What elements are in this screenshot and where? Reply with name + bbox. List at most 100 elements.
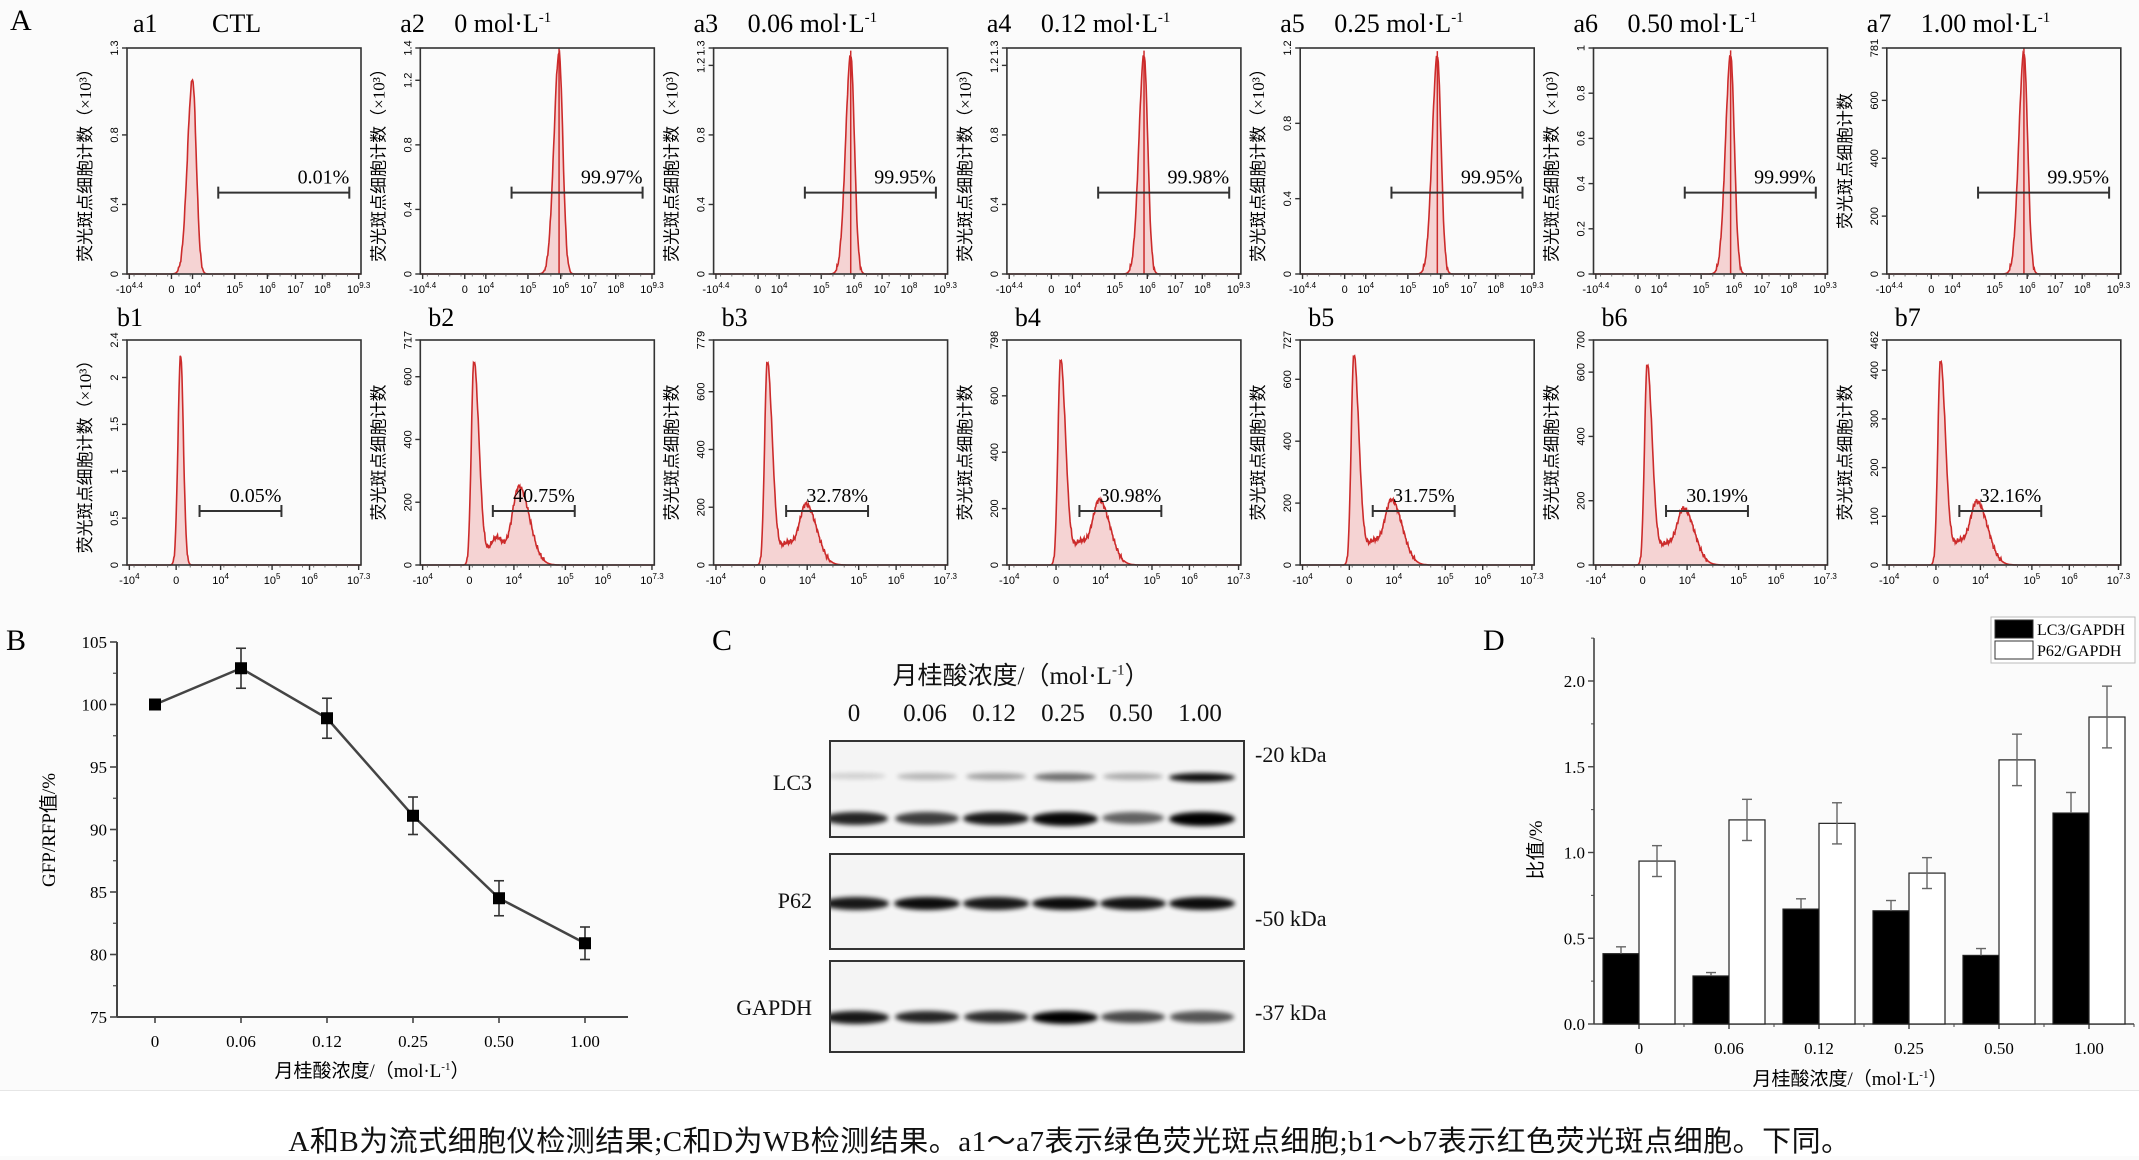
y-tick-label: 85: [90, 883, 107, 902]
gate-percentage: 99.95%: [1461, 167, 1523, 189]
y-tick-label: 700: [1576, 331, 1588, 349]
x-tick-label: 109.3: [347, 281, 371, 296]
lane-label: 1.00: [1178, 700, 1222, 727]
x-tick-label: 0: [1635, 284, 1641, 296]
flow-panel-a7: a7 1.00 mol·L-10200400600781荧光斑点细胞计数-104.…: [1836, 9, 2131, 296]
x-tick-label: 106: [2061, 572, 2078, 587]
y-tick-label: 0: [402, 562, 414, 568]
y-tick-label: 80: [90, 946, 107, 965]
x-tick-label: 1.00: [570, 1032, 600, 1051]
x-tick-exponent: 7.3: [653, 572, 665, 581]
x-tick-label: 104: [1651, 281, 1668, 296]
y-axis-label: 荧光斑点细胞计数（×10³）: [1249, 60, 1268, 262]
x-tick-exponent: 8: [1206, 281, 1211, 290]
x-tick-exponent: 4: [518, 572, 523, 581]
band: [1169, 811, 1235, 826]
x-tick-label: 0: [173, 575, 179, 587]
x-tick-base: 10: [1754, 284, 1766, 296]
y-tick-label: 1.5: [109, 417, 121, 432]
x-tick-base: 10: [580, 284, 592, 296]
x-tick-label: 107.3: [1227, 572, 1251, 587]
blot-title: 月桂酸浓度/（mol·L-1）: [893, 656, 1150, 692]
bar-p62-gapdh: [1728, 819, 1766, 1025]
x-tick-base: 0: [462, 284, 468, 296]
y-tick-label: 0: [989, 562, 1001, 568]
x-tick-base: -10: [702, 284, 718, 296]
x-tick-base: 0: [1346, 575, 1352, 587]
band: [963, 811, 1029, 826]
x-tick-base: 10: [226, 284, 238, 296]
data-point: [235, 662, 247, 675]
band: [963, 1011, 1029, 1024]
condition-unit-sup: -1: [1158, 10, 1171, 26]
y-tick-label: 1: [109, 468, 121, 474]
x-tick-label: 0: [1635, 1039, 1644, 1058]
x-tick-exponent: 9.3: [1532, 281, 1544, 290]
flow-panel-a4: a4 0.12 mol·L-100.40.81.21.3荧光斑点细胞计数（×10³…: [956, 9, 1251, 296]
x-tick-exponent: 8: [326, 281, 331, 290]
x-tick-exponent: 5: [863, 572, 868, 581]
x-tick-exponent: 6: [565, 281, 570, 290]
x-tick-exponent: 4: [428, 572, 433, 581]
x-tick-label: 105: [2024, 572, 2041, 587]
x-tick-label: -104.4: [409, 281, 437, 296]
x-tick-base: 10: [1781, 284, 1793, 296]
y-tick-label: 0: [989, 271, 1001, 277]
x-tick-exponent: 4.4: [425, 281, 437, 290]
x-tick-base: 10: [301, 575, 313, 587]
x-tick-base: 10: [2061, 575, 2073, 587]
x-tick-label: 106: [552, 281, 569, 296]
x-tick-label: 105: [1986, 281, 2003, 296]
x-tick-label: 0: [168, 284, 174, 296]
gate-percentage: 0.05%: [230, 485, 282, 507]
y-tick-label: 300: [1869, 410, 1881, 428]
data-line: [154, 666, 586, 945]
y-tick-label: 600: [402, 368, 414, 386]
x-tick-base: 0: [1933, 575, 1939, 587]
condition-label: 0 mol·L-1: [454, 9, 551, 38]
legend-label: LC3/GAPDH: [2037, 622, 2125, 639]
gate-percentage: 40.75%: [513, 485, 575, 507]
x-tick-exponent: 4: [1104, 572, 1109, 581]
gate-percentage: 32.78%: [806, 485, 868, 507]
histogram-line: [420, 360, 655, 566]
x-tick-exponent: 7.3: [1532, 572, 1544, 581]
x-tick-exponent: 6: [607, 572, 612, 581]
panel-id: b3: [722, 303, 748, 332]
y-tick-label: 779: [696, 331, 708, 349]
x-tick-base: 10: [934, 284, 946, 296]
x-tick-label: 108: [314, 281, 331, 296]
x-tick-label: 104: [1972, 572, 1989, 587]
x-tick-label: -104: [999, 572, 1020, 587]
x-tick-exponent: 6: [1151, 281, 1156, 290]
x-tick-label: -104.4: [1289, 281, 1317, 296]
x-tick-label: 108: [901, 281, 918, 296]
band: [1032, 811, 1098, 826]
x-tick-exponent: 7.3: [946, 572, 958, 581]
y-axis-label: 荧光斑点细胞计数: [1543, 385, 1562, 521]
band: [1169, 772, 1235, 783]
x-tick-label: 105: [850, 572, 867, 587]
band: [895, 811, 959, 825]
x-tick-base: 10: [506, 575, 518, 587]
histogram-line: [713, 361, 948, 566]
x-tick-label: -104.4: [996, 281, 1024, 296]
condition-label: 0.50 mol·L-1: [1628, 9, 1758, 38]
plot-frame: [419, 47, 656, 275]
x-tick-base: 10: [934, 575, 946, 587]
x-tick-base: 10: [2107, 575, 2119, 587]
condition-label: 1.00 mol·L-1: [1921, 9, 2051, 38]
y-tick-label: 200: [1576, 492, 1588, 510]
condition-label: 0.25 mol·L-1: [1334, 9, 1464, 38]
x-tick-base: -10: [1582, 284, 1598, 296]
y-axis-label: 荧光斑点细胞计数（×10³）: [369, 60, 388, 262]
plot-frame: [1886, 47, 2122, 275]
x-tick-label: 106: [1768, 572, 1785, 587]
band: [1100, 897, 1166, 910]
y-tick-label: 1.3: [696, 40, 708, 55]
x-tick-label: 106: [846, 281, 863, 296]
x-tick-base: -10: [996, 284, 1012, 296]
x-tick-label: 107: [874, 281, 891, 296]
y-tick-label: 2: [109, 374, 121, 380]
x-tick-base: 10: [2019, 284, 2031, 296]
